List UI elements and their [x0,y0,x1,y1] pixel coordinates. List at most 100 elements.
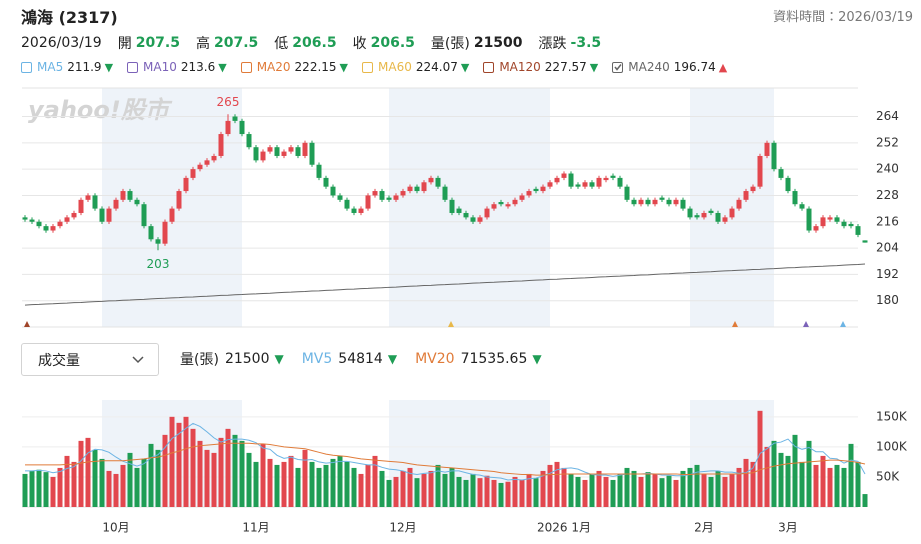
x-tick-label: 2026 1月 [537,521,591,535]
candle-body [512,199,518,205]
candle-body [78,199,84,213]
volume-bar [491,479,497,507]
checkbox[interactable] [240,61,252,73]
y-tick-label: 192 [876,267,899,281]
checkbox[interactable] [21,61,32,73]
y-tick-label: 204 [876,241,899,255]
candle-body [673,199,679,205]
checkbox[interactable] [362,61,374,73]
volume-bar [281,461,287,507]
volume-legend: 量(張) 21500 ▼ MV5 54814 ▼ MV20 71535.65 ▼ [180,349,560,369]
candle-body [820,217,826,227]
candle-body [113,199,119,209]
volume-bar [267,458,273,507]
high-annotation: 265 [217,95,240,109]
chevron [132,356,144,364]
candle-body [351,208,357,213]
candle-body [372,191,378,196]
quote-label: 開 [117,36,132,52]
event-marker [840,321,846,327]
x-tick-label: 10月 [102,521,129,535]
ma-legend-item[interactable]: MA5 211.9 ▼ [21,60,113,74]
candle-body [610,175,616,178]
y-tick-label: 240 [876,162,899,176]
volume-bar [442,473,448,507]
volume-bar [456,476,462,507]
volume-bar [631,470,637,507]
candle-body [596,177,602,187]
candle-body [281,151,287,156]
candle-body [358,208,364,213]
mv-trend: ▼ [387,352,398,366]
data-time: 資料時間：2026/03/19 [773,10,913,25]
checkbox[interactable] [483,61,495,73]
ma-trend: ▼ [104,60,114,74]
candle-body [400,191,406,196]
volume-bar [855,461,861,507]
volume-bar [295,467,301,507]
candle-body [589,182,595,187]
candle-body [743,191,749,200]
candle-body [498,202,504,205]
volume-bar [92,449,98,507]
candle-body [617,177,623,187]
volume-bar [148,443,154,507]
candle-body [393,195,399,200]
candle-body [785,177,791,192]
candle-body [302,142,308,156]
volume-bar [834,464,840,507]
checkbox[interactable] [127,61,139,73]
candle-body [442,186,448,200]
ma-legend-item[interactable]: MA120 227.57 ▼ [483,60,598,74]
volume-bar [344,461,350,507]
volume-bar [652,473,658,507]
candle-body [246,134,252,148]
volume-bar [596,470,602,507]
volume-bar [645,472,651,507]
candle-body [141,204,147,227]
volume-bar [162,434,168,507]
quote-value: 206.5 [370,35,415,51]
candle-body [204,160,210,165]
volume-bar [435,464,441,507]
quote-value: 207.5 [135,35,180,51]
checkbox[interactable] [612,61,624,73]
volume-bar [85,437,91,507]
volume-bar [764,446,770,507]
mv-name: MV20 [415,351,455,367]
volume-bar [50,476,56,507]
candle-body [855,226,861,235]
x-tick-label: 11月 [242,521,269,535]
candle-body [253,147,259,161]
candle-body [750,186,756,192]
candle-body [162,221,168,244]
candle-body [85,195,91,200]
ma-legend-item[interactable]: MA60 224.07 ▼ [362,60,469,74]
mv-value: 71535.65 [460,351,528,367]
candle-body [407,186,413,192]
mv-trend: ▼ [532,352,542,366]
ma-legend-item[interactable]: MA20 222.15 ▼ [240,60,348,74]
ma-legend-item[interactable]: MA240 196.74 ▲ [612,60,727,74]
candle-body [64,217,70,222]
y-tick-label: 216 [876,214,899,228]
ma-name: MA60 [378,60,412,74]
candle-body [57,221,63,227]
month-band [389,88,550,327]
candle-body [764,142,770,156]
volume-bar [204,449,210,507]
month-bands [102,88,774,507]
ma-value: 227.57 [544,60,587,74]
ma-legend-item[interactable]: MA10 213.6 ▼ [127,60,227,74]
indicator-dropdown[interactable]: 成交量 [21,343,159,376]
volume-bar [246,452,252,507]
volume-bar [512,476,518,507]
volume-bar [337,455,343,507]
volume-bar [64,455,70,507]
candle-body [757,155,763,187]
volume-bar [526,473,532,507]
quote-label: 漲跌 [538,36,567,52]
volume-bar [36,469,42,507]
candle-body [274,147,280,156]
